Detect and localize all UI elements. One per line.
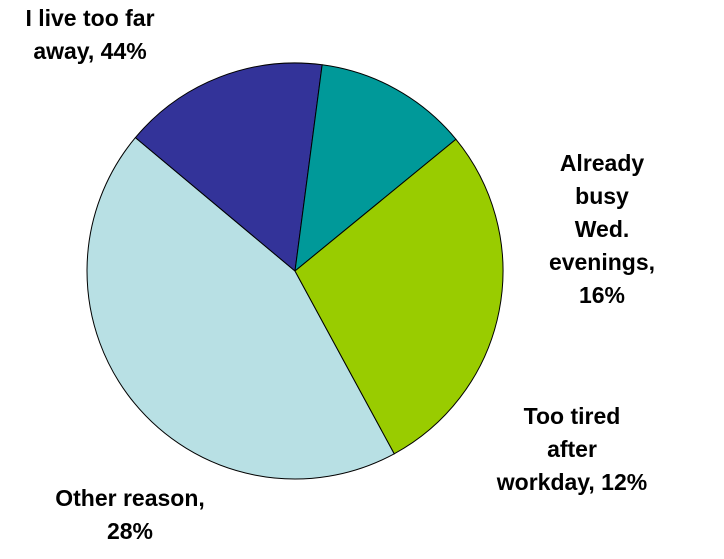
slice-label-already-busy: Already busy Wed. evenings, 16%: [548, 150, 656, 308]
slice-label-other-reason: Other reason, 28%: [55, 485, 205, 544]
slice-label-live-too-far: I live too far away, 44%: [25, 5, 155, 64]
slice-label-too-tired: Too tired after workday, 12%: [496, 403, 648, 495]
slice-too-tired: [294, 64, 457, 272]
slice-already-busy: [134, 62, 323, 272]
slice-live-too-far: [86, 137, 395, 480]
slice-other-reason: [294, 138, 504, 455]
